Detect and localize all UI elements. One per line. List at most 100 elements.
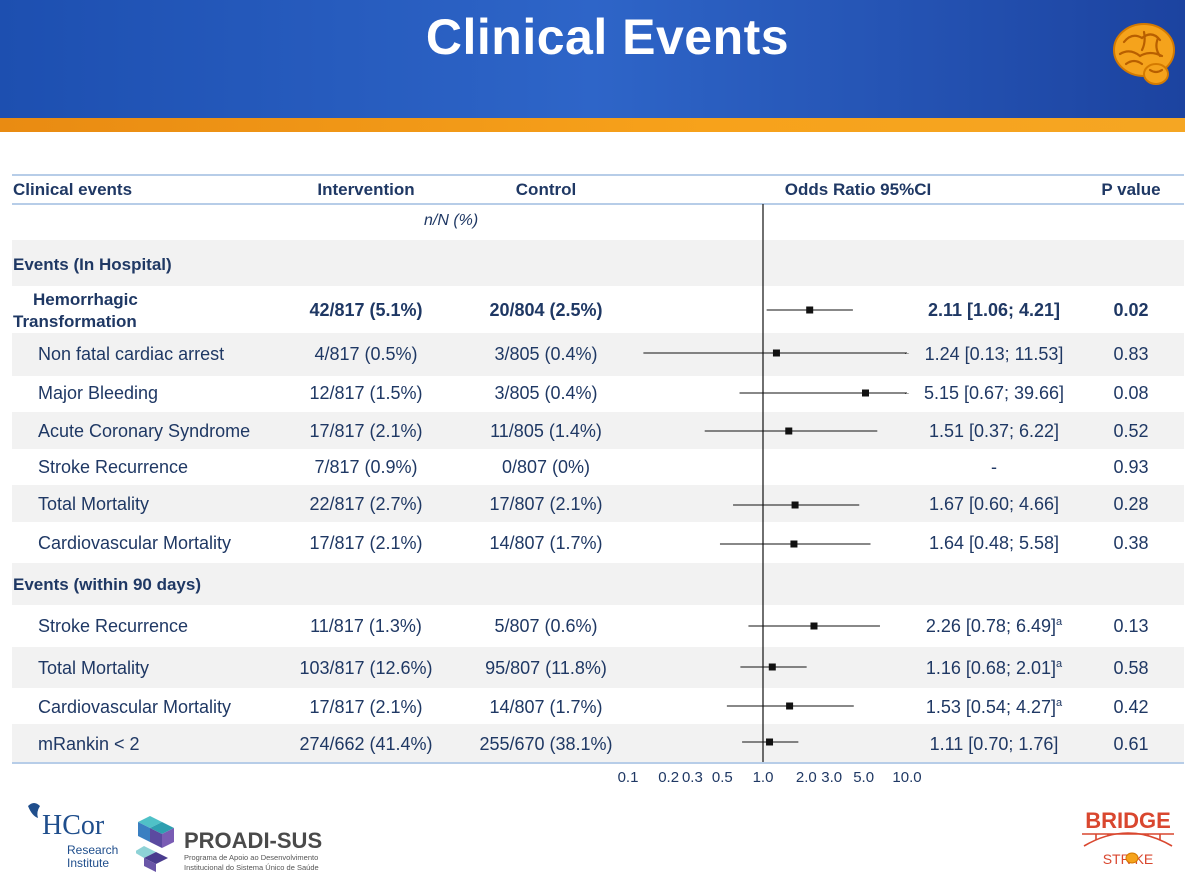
row-intervention: 7/817 (0.9%) bbox=[314, 457, 418, 477]
row-intervention: 22/817 (2.7%) bbox=[309, 494, 423, 514]
row-intervention: 274/662 (41.4%) bbox=[299, 734, 433, 754]
hcor-sub-1: Research bbox=[67, 843, 118, 857]
row-control: 14/807 (1.7%) bbox=[489, 697, 603, 717]
point-estimate bbox=[766, 738, 774, 746]
row-label: Stroke Recurrence bbox=[38, 616, 189, 636]
unit-label: n/N (%) bbox=[424, 212, 479, 229]
row-p-value: 0.52 bbox=[1113, 421, 1149, 441]
bridge-wordmark: BRIDGE bbox=[1085, 808, 1171, 833]
row-label: Major Bleeding bbox=[38, 383, 159, 403]
row-p-value: 0.08 bbox=[1113, 383, 1149, 403]
row-control: 17/807 (2.1%) bbox=[489, 494, 603, 514]
row-intervention: 4/817 (0.5%) bbox=[314, 344, 418, 364]
bridge-arch-icon bbox=[1082, 832, 1174, 847]
proadi-sub-1: Programa de Apoio ao Desenvolvimento bbox=[184, 853, 318, 862]
header-bottom-rule bbox=[12, 203, 1184, 205]
row-label: Non fatal cardiac arrest bbox=[38, 344, 225, 364]
point-estimate bbox=[810, 622, 818, 630]
row-or-text: 5.15 [0.67; 39.66] bbox=[923, 383, 1065, 403]
row-intervention: 17/817 (2.1%) bbox=[309, 533, 423, 553]
hcor-wordmark: HCor bbox=[42, 810, 105, 841]
point-estimate bbox=[768, 663, 776, 671]
hcor-logo: HCor Research Institute bbox=[28, 803, 118, 870]
x-tick-label: 0.2 bbox=[658, 769, 679, 786]
row-or-text: 1.24 [0.13; 11.53] bbox=[924, 344, 1064, 364]
bridge-stroke-logo: BRIDGE STR KE bbox=[1082, 808, 1174, 867]
hcor-mark-icon bbox=[28, 803, 40, 818]
row-control: 3/805 (0.4%) bbox=[494, 344, 598, 364]
brain-icon bbox=[1113, 23, 1175, 85]
row-or-value: 1.53 [0.54; 4.27] bbox=[925, 697, 1056, 717]
row-p-value: 0.42 bbox=[1113, 697, 1149, 717]
row-label: Total Mortality bbox=[38, 494, 150, 514]
row-intervention: 17/817 (2.1%) bbox=[309, 421, 423, 441]
row-intervention: 42/817 (5.1%) bbox=[309, 300, 423, 320]
row-or-footnote: a bbox=[1055, 616, 1063, 628]
proadi-wordmark: PROADI-SUS bbox=[184, 828, 322, 853]
x-tick-label: 0.1 bbox=[618, 769, 639, 786]
point-estimate bbox=[806, 306, 814, 314]
row-or-text: 1.51 [0.37; 6.22] bbox=[928, 421, 1060, 441]
row-or-text: - bbox=[991, 457, 997, 477]
row-intervention: 103/817 (12.6%) bbox=[299, 658, 433, 678]
header-banner bbox=[0, 0, 1185, 118]
band-row-11 bbox=[12, 724, 1184, 762]
point-estimate bbox=[786, 702, 794, 710]
col-header-intervention: Intervention bbox=[317, 180, 415, 199]
row-control: 95/807 (11.8%) bbox=[485, 658, 607, 678]
row-or-footnote: a bbox=[1055, 658, 1063, 670]
slide-title: Clinical Events bbox=[425, 9, 790, 65]
row-or-text: 1.11 [0.70; 1.76] bbox=[929, 734, 1059, 754]
row-control: 255/670 (38.1%) bbox=[479, 734, 613, 754]
row-or-text: 2.11 [1.06; 4.21] bbox=[927, 300, 1061, 320]
x-tick-label: 10.0 bbox=[892, 769, 921, 786]
row-intervention: 12/817 (1.5%) bbox=[309, 383, 423, 403]
accent-bar bbox=[0, 118, 1185, 132]
row-label: Hemorrhagic Transformation bbox=[13, 290, 138, 331]
row-or-text: 2.26 [0.78; 6.49]a bbox=[904, 616, 1084, 637]
band-row-6 bbox=[12, 485, 1184, 522]
row-label: Cardiovascular Mortality bbox=[38, 533, 232, 553]
row-label: Cardiovascular Mortality bbox=[38, 697, 232, 717]
band-section-ninety bbox=[12, 563, 1184, 605]
row-control: 14/807 (1.7%) bbox=[489, 533, 603, 553]
section-in-hospital: Events (In Hospital) bbox=[13, 255, 172, 274]
row-p-value: 0.61 bbox=[1113, 734, 1149, 754]
x-tick-label: 0.5 bbox=[712, 769, 733, 786]
col-header-control: Control bbox=[515, 180, 577, 199]
point-estimate bbox=[772, 349, 780, 357]
x-tick-label: 2.0 bbox=[796, 769, 817, 786]
proadi-cubes-icon bbox=[136, 816, 174, 872]
ci-overflow-marker: ·· bbox=[904, 389, 909, 398]
hcor-sub-2: Institute bbox=[67, 856, 109, 870]
row-control: 3/805 (0.4%) bbox=[494, 383, 598, 403]
row-p-value: 0.38 bbox=[1113, 533, 1149, 553]
proadi-sub-2: Institucional do Sistema Único de Saúde bbox=[184, 863, 319, 872]
row-or-text: 1.16 [0.68; 2.01]a bbox=[904, 658, 1084, 679]
row-p-value: 0.13 bbox=[1113, 616, 1149, 636]
col-header-p: P value bbox=[1101, 180, 1161, 199]
row-or-text: 1.53 [0.54; 4.27]a bbox=[904, 697, 1084, 718]
point-estimate bbox=[791, 501, 799, 509]
header-top-rule bbox=[12, 174, 1184, 176]
row-p-value: 0.02 bbox=[1113, 300, 1149, 320]
x-tick-label: 3.0 bbox=[821, 769, 842, 786]
x-tick-label: 5.0 bbox=[853, 769, 874, 786]
row-or-text: 1.64 [0.48; 5.58] bbox=[928, 533, 1060, 553]
row-or-value: 1.16 [0.68; 2.01] bbox=[925, 658, 1056, 678]
band-row-2 bbox=[12, 333, 1184, 376]
row-p-value: 0.93 bbox=[1113, 457, 1149, 477]
x-tick-label: 1.0 bbox=[753, 769, 774, 786]
row-label: Acute Coronary Syndrome bbox=[38, 421, 251, 441]
row-label: Stroke Recurrence bbox=[38, 457, 189, 477]
row-control: 5/807 (0.6%) bbox=[494, 616, 598, 636]
row-p-value: 0.28 bbox=[1113, 494, 1149, 514]
point-estimate bbox=[790, 540, 798, 548]
x-tick-label: 0.3 bbox=[682, 769, 703, 786]
row-intervention: 17/817 (2.1%) bbox=[309, 697, 423, 717]
band-section-hospital bbox=[12, 240, 1184, 286]
row-control: 20/804 (2.5%) bbox=[489, 300, 603, 320]
band-row-4 bbox=[12, 412, 1184, 449]
row-p-value: 0.58 bbox=[1113, 658, 1149, 678]
